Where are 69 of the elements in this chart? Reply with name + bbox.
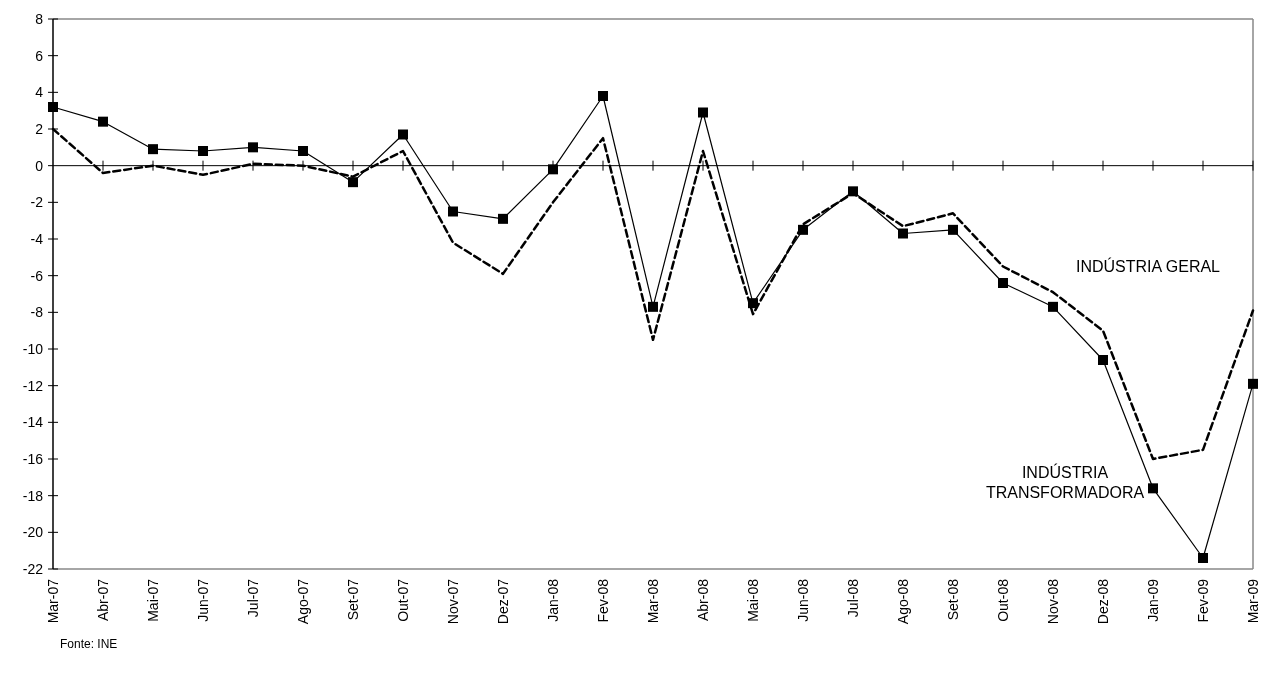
x-tick-label: Nov-07: [444, 578, 461, 625]
point: [998, 278, 1008, 288]
series-label: INDÚSTRIA TRANSFORMADORA: [985, 463, 1145, 501]
point: [498, 213, 508, 224]
y-tick-label: 8: [35, 10, 44, 27]
x-tick-label: Jan-08: [544, 578, 561, 622]
point: [298, 146, 308, 156]
point: [548, 164, 558, 175]
x-tick-label: Ago-08: [894, 578, 911, 625]
x-tick-label: Fev-08: [594, 578, 611, 623]
point: [1048, 301, 1058, 312]
x-tick-label: Mar-08: [644, 578, 661, 624]
point: [198, 146, 208, 156]
x-tick-label: Fev-09: [1194, 578, 1211, 623]
y-tick-label: -20: [22, 524, 44, 541]
series-label: INDÚSTRIA GERAL: [1075, 257, 1221, 275]
y-tick-label: -22: [22, 560, 44, 577]
y-tick-label: -8: [30, 304, 44, 321]
x-tick-label: Mar-09: [1244, 578, 1261, 624]
y-tick-label: 4: [35, 84, 44, 101]
point: [898, 228, 908, 239]
point: [798, 224, 808, 235]
x-tick-label: Abr-07: [94, 578, 111, 622]
x-tick-label: Mai-08: [744, 578, 761, 622]
y-tick-label: -14: [22, 414, 44, 431]
x-tick-label: Out-07: [394, 578, 411, 622]
point: [398, 129, 408, 140]
x-tick-label: Set-08: [944, 578, 961, 621]
y-tick-label: 6: [35, 47, 44, 64]
point: [1248, 378, 1258, 389]
x-tick-label: Jan-09: [1144, 578, 1161, 622]
x-tick-label: Out-08: [994, 578, 1011, 622]
point: [948, 224, 958, 235]
point: [148, 144, 158, 155]
point: [1098, 355, 1108, 365]
y-tick-label: -12: [22, 377, 44, 394]
point: [248, 142, 258, 153]
point: [448, 206, 458, 217]
y-tick-label: -18: [22, 487, 44, 504]
y-tick-label: -16: [22, 450, 44, 467]
point: [48, 102, 58, 112]
point: [598, 91, 608, 101]
x-tick-label: Set-07: [344, 578, 361, 621]
x-tick-label: Jun-08: [794, 578, 811, 622]
point: [848, 186, 858, 197]
y-tick-label: 2: [35, 120, 44, 137]
y-tick-label: -10: [22, 340, 44, 357]
source-note: Fonte: INE: [60, 637, 118, 651]
x-tick-label: Dez-07: [494, 578, 511, 625]
y-tick-label: -6: [30, 267, 44, 284]
x-tick-label: Nov-08: [1044, 578, 1061, 625]
point: [348, 177, 358, 188]
x-tick-label: Abr-08: [694, 578, 711, 622]
point: [1148, 483, 1158, 494]
y-tick-label: 0: [35, 157, 44, 174]
x-tick-label: Ago-07: [294, 578, 311, 625]
point: [748, 298, 758, 309]
x-tick-label: Jun-07: [194, 578, 211, 622]
x-tick-label: Mar-07: [44, 578, 61, 624]
x-tick-label: Dez-08: [1094, 578, 1111, 625]
point: [698, 107, 708, 118]
x-tick-label: Mai-07: [144, 578, 161, 622]
point: [98, 116, 108, 127]
x-tick-label: Jul-07: [244, 578, 261, 618]
point: [648, 301, 658, 312]
y-tick-label: -4: [30, 230, 44, 247]
x-tick-label: Jul-08: [844, 578, 861, 618]
point: [1198, 553, 1208, 563]
y-tick-label: -2: [30, 194, 44, 211]
